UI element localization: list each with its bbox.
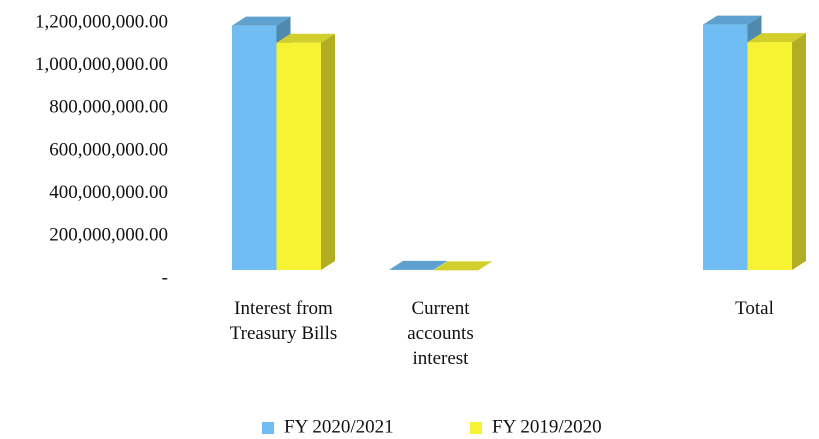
- bar-top: [433, 261, 492, 271]
- bar-top: [232, 16, 291, 26]
- bar-top: [747, 33, 806, 43]
- bar-side: [433, 260, 448, 270]
- x-tick-label: Current accounts interest: [407, 298, 474, 369]
- bar: [389, 260, 448, 270]
- y-tick-label: 1,200,000,000.00: [35, 11, 168, 32]
- bar-top: [389, 260, 448, 270]
- legend-swatch: [262, 422, 274, 434]
- bar-side: [792, 33, 806, 270]
- bar: [433, 261, 492, 271]
- x-tick-label: Total: [735, 298, 774, 319]
- bar-top: [276, 33, 335, 43]
- bar-front: [703, 24, 748, 270]
- x-tick-label: Interest from Treasury Bills: [229, 298, 338, 344]
- y-tick-label: 400,000,000.00: [49, 182, 168, 203]
- bar-front: [747, 42, 792, 270]
- bar-front: [232, 25, 277, 270]
- y-tick-label: 1,000,000,000.00: [35, 54, 168, 75]
- legend-swatch: [470, 422, 482, 434]
- bar: [276, 33, 335, 270]
- y-tick-label: 200,000,000.00: [49, 225, 168, 246]
- bar-side: [321, 33, 335, 270]
- y-tick-label: -: [162, 267, 168, 288]
- y-tick-label: 600,000,000.00: [49, 139, 168, 160]
- legend-label: FY 2019/2020: [492, 416, 602, 437]
- y-tick-label: 800,000,000.00: [49, 97, 168, 118]
- bar-top: [703, 15, 762, 25]
- bar-front: [276, 42, 321, 270]
- legend-label: FY 2020/2021: [284, 416, 394, 437]
- bar: [747, 33, 806, 270]
